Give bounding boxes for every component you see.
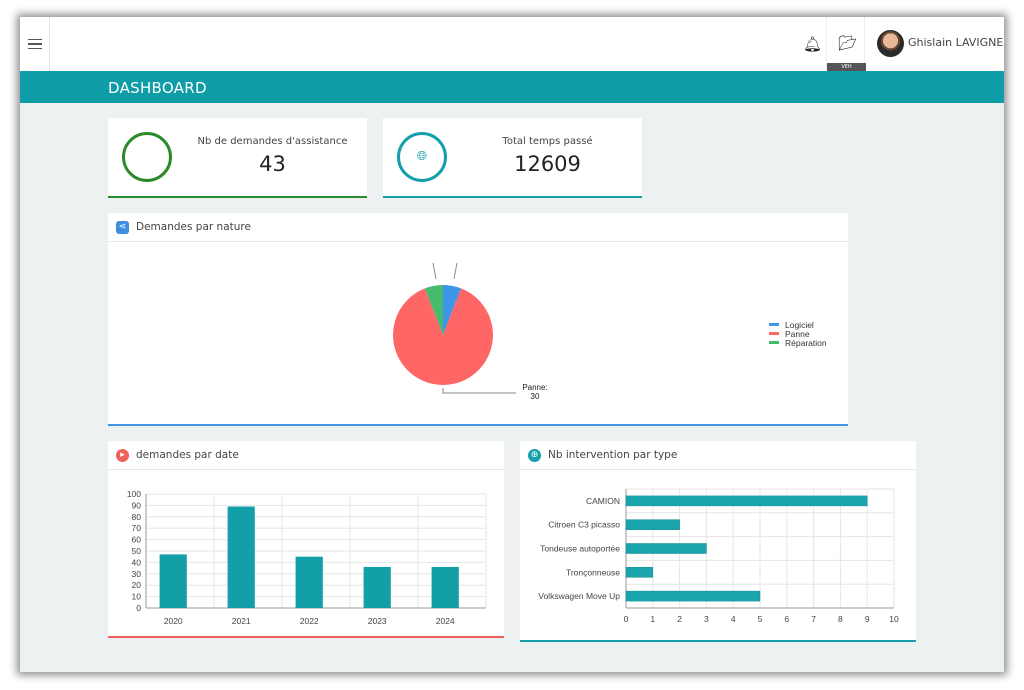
y-tick-label: 100 [127,489,141,499]
x-tick-label: 2 [677,614,682,624]
data-label-value: 30 [531,392,540,401]
folder-badge: VEH [827,63,866,71]
kpi-label: Nb de demandes d'assistance [197,136,348,147]
y-tick-label: Tondeuse autoportée [540,544,620,554]
bar-Tondeuse autoportée [625,543,707,554]
panel-title: Nb intervention par type [548,449,678,461]
circle-icon [122,132,172,182]
y-tick-label: 50 [132,546,142,556]
leader-line [432,262,437,280]
globe-icon: ⊕ [528,449,541,462]
legend-label: Réparation [785,338,827,348]
bar-Citroen C3 picasso [625,519,680,530]
horizontal-bar-chart: 0 1 2 3 4 5 6 7 8 9 10 CAMION Citroen C3 picasso Tond… [538,488,899,624]
bar-panel: ▸ demandes par date 0 10 20 30 40 50 60 70 80 90 10… [108,441,504,638]
x-tick-label: 7 [811,614,816,624]
x-tick-label: 0 [624,614,629,624]
x-tick-label: 1 [650,614,655,624]
legend-label: Logiciel [785,320,814,330]
y-tick-label: Tronçonneuse [566,567,620,577]
x-tick-label: 3 [704,614,709,624]
kpi-card-requests: Nb de demandes d'assistance 43 [108,118,367,198]
x-tick-label: 10 [889,614,899,624]
legend-swatch [769,341,779,344]
bar-2024 [431,566,459,608]
y-tick-label: 70 [132,523,142,533]
hbar-panel: ⊕ Nb intervention par type 0 1 2 3 4 5 6 7 8 9 10 CA… [520,441,916,642]
share-icon: ⋖ [116,221,129,234]
kpi-card-time: 🌐︎ Total temps passé 12609 [383,118,642,198]
kpi-value: 43 [259,152,286,176]
bar-2022 [295,556,323,608]
pie-slice-logiciel [443,285,462,335]
panel-title: demandes par date [136,449,239,461]
y-tick-label: 90 [132,500,142,510]
data-label: Panne: [522,383,547,392]
x-tick-label: 2021 [232,616,251,626]
pie-slice-panne [392,288,494,385]
top-bar: 🔔︎ 📂︎ VEH Ghislain LAVIGNE [20,17,1004,71]
bar-Volkswagen Move Up [625,590,761,602]
legend-swatch [769,332,779,335]
x-tick-label: 8 [838,614,843,624]
panel-title: Demandes par nature [136,221,251,233]
y-tick-label: 40 [132,557,142,567]
x-tick-label: 6 [784,614,789,624]
globe-icon: 🌐︎ [397,132,447,182]
folder-button[interactable]: 📂︎ VEH [826,17,866,71]
pie-slice-réparation [424,285,443,335]
x-tick-label: 2020 [164,616,183,626]
legend-swatch [769,323,779,326]
play-icon: ▸ [116,449,129,462]
page-title: DASHBOARD [108,79,207,97]
title-band: DASHBOARD [20,71,1004,103]
avatar[interactable] [877,30,904,57]
x-tick-label: 2023 [368,616,387,626]
x-tick-label: 2024 [436,616,455,626]
bar-Tronçonneuse [625,567,654,578]
folder-open-icon: 📂︎ [838,34,858,52]
leader-line [442,388,516,394]
bar-2023 [363,566,391,608]
legend-label: Panne [785,329,810,339]
x-tick-label: 4 [731,614,736,624]
y-tick-label: CAMION [586,496,620,506]
y-tick-label: Citroen C3 picasso [548,520,620,530]
x-tick-label: 2022 [300,616,319,626]
y-tick-label: 60 [132,535,142,545]
pie-panel: ⋖ Demandes par nature Panne: 30 Logiciel Pan… [108,213,848,426]
bar-CAMION [625,495,868,507]
bar-2021 [227,506,255,608]
y-tick-label: 20 [132,580,142,590]
bell-icon[interactable]: 🔔︎ [803,35,823,53]
y-tick-label: 80 [132,512,142,522]
y-tick-label: 10 [132,592,142,602]
bar-2020 [159,554,187,608]
kpi-value: 12609 [514,152,581,176]
y-tick-label: Volkswagen Move Up [538,591,620,601]
y-tick-label: 30 [132,569,142,579]
hamburger-menu-icon[interactable] [20,17,50,71]
y-tick-label: 0 [136,603,141,613]
x-tick-label: 9 [865,614,870,624]
leader-line [453,262,458,280]
user-name[interactable]: Ghislain LAVIGNE [908,36,1004,49]
app-window: 🔔︎ 📂︎ VEH Ghislain LAVIGNE DASHBOARD Nb … [20,17,1004,672]
x-tick-label: 5 [758,614,763,624]
kpi-label: Total temps passé [502,136,593,147]
